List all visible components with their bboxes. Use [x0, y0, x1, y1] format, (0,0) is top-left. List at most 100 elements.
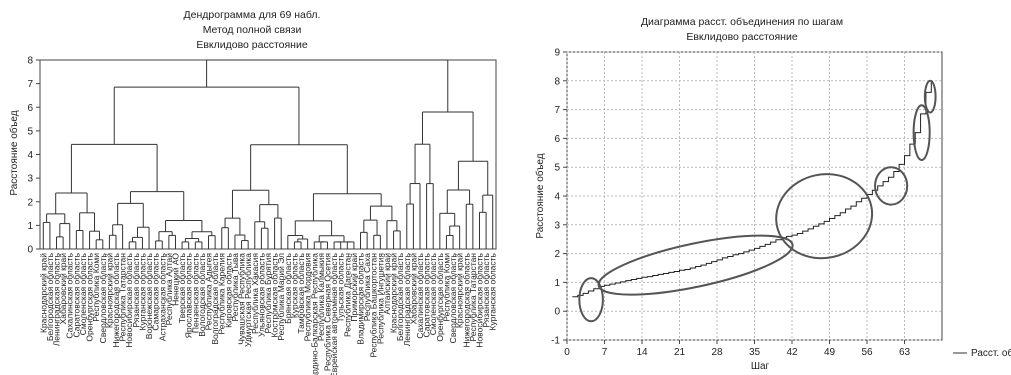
leaf-label: Республика Калмыкия [316, 253, 326, 341]
series-step-line [572, 80, 932, 298]
y-tick-label: 1 [554, 278, 560, 289]
grid [566, 51, 943, 341]
leaf-label: Сахалинская область [65, 252, 75, 338]
y-tick-label: 7 [27, 79, 33, 90]
leaf-label: Рязанская область [131, 252, 141, 327]
leaf-label: Республика Татарстан [118, 253, 128, 342]
y-tick-label: 3 [554, 220, 560, 231]
leaf-label: Тверская область [177, 252, 187, 323]
chart-subtitle-distance: Евклидово расстояние [196, 39, 308, 51]
leaf-label: Еврейская автономная область [329, 252, 339, 375]
y-tick-label: 0 [27, 245, 33, 256]
annotation-ellipses [578, 79, 937, 323]
leaf-label: Ленинградская область [402, 252, 412, 346]
leaf-label: Вологодская область [197, 252, 207, 336]
leaf-label: Республика Северная Осетия [322, 253, 332, 371]
leaf-label: Смоленская область [78, 252, 88, 335]
leaf-label: Оренбургская область [85, 252, 95, 341]
y-tick-label: 7 [554, 105, 560, 116]
y-axis-label: Расстояние объед [534, 153, 546, 238]
plot-area [39, 59, 497, 250]
leaf-label: Астраханская область [157, 252, 167, 341]
leaf-label: Свердловская область [98, 252, 108, 343]
step-chart: Диаграмма расст. объединения по шагам Ев… [534, 16, 1011, 372]
leaf-label: Саратовская область [71, 252, 81, 337]
y-tick-label: 3 [27, 174, 33, 185]
leaf-label: Новосибирская область [124, 252, 134, 347]
leaf-label: Кабардино-Балкарская Республика [309, 253, 319, 375]
leaf-label: Самарская область [151, 252, 161, 330]
legend: Расст. объедин [953, 347, 1011, 359]
leaf-label: Республика Ингушетия [375, 253, 385, 344]
leaf-label: Владимирская область [356, 252, 366, 344]
leaf-label: Республика Марий Эл [276, 253, 286, 341]
leaf-label: Ульяновская область [256, 252, 266, 337]
leaf-label: Краснодарский край [38, 253, 48, 333]
annotation-ellipse [597, 234, 794, 296]
x-tick-label: 63 [899, 347, 911, 358]
chart-title: Диаграмма расст. объединения по шагам [641, 16, 843, 28]
leaf-label: Новосибирская область [474, 252, 484, 347]
x-tick-label: 7 [602, 347, 608, 358]
leaf-label: Белгородская область [395, 252, 405, 341]
x-tick-label: 56 [861, 347, 873, 358]
leaf-label: Республика Коми [441, 253, 451, 322]
leaf-label: Приморский край [349, 253, 359, 322]
leaf-label: Нижегородская область [461, 252, 471, 347]
y-tick-label: 2 [554, 249, 560, 260]
y-tick-label: 5 [554, 163, 560, 174]
leaf-label: Сахалинская область [415, 252, 425, 338]
leaf-label: Оренбургская область [435, 252, 445, 341]
leaf-label: Республика Саха [362, 253, 372, 322]
leaf-label: Воронежская область [144, 252, 154, 339]
annotation-ellipse [874, 166, 909, 206]
leaf-label: Республика Тыва [230, 253, 240, 322]
leaf-label: Республика Бурятия [263, 253, 273, 334]
leaf-label: Удмуртская Республика [243, 253, 253, 347]
y-tick-label: -1 [551, 336, 560, 347]
y-tick-label: 8 [27, 56, 33, 67]
y-tick-label: 6 [27, 103, 33, 114]
dendrogram-tree [42, 59, 494, 249]
leaf-label: Республика Дагестан [342, 253, 352, 337]
leaf-label: Саратовская область [422, 252, 432, 337]
y-axis-label: Расстояние объед [8, 110, 20, 195]
leaf-label: Нижегородская область [111, 252, 121, 347]
leaf-label: Хабаровский край [408, 253, 418, 325]
leaf-label: Волгоградская область [210, 252, 220, 344]
leaf-label: Красноярский край [104, 253, 114, 328]
y-tick-label: 5 [27, 126, 33, 137]
annotation-ellipse [912, 104, 931, 161]
x-tick-label: 35 [749, 347, 761, 358]
annotation-ellipse [923, 79, 937, 114]
leaf-label: Белгородская область [45, 252, 55, 341]
annotation-ellipse [775, 173, 874, 260]
dendrogram-panel: Дендрограмма для 69 набл. Метод полной с… [0, 0, 500, 375]
leaf-label: Свердловская область [448, 252, 458, 343]
legend-label: Расст. объедин [971, 347, 1011, 359]
x-tick-label: 14 [636, 347, 648, 358]
leaf-label: Краснодарский край [389, 253, 399, 333]
y-tick-label: 9 [554, 48, 560, 59]
leaf-label: Тамбовская область [296, 252, 306, 333]
leaf-label: Алтайский край [382, 253, 392, 315]
chart-subtitle-method: Метод полной связи [203, 24, 302, 36]
leaf-label: Рязанская область [481, 252, 491, 327]
y-ticks: 0 1 2 3 4 5 6 7 8 [27, 56, 40, 256]
leaf-label: Кировская область [223, 252, 233, 327]
leaf-label: Хабаровский край [58, 253, 68, 325]
y-tick-label: 0 [554, 307, 560, 318]
plot-frame [39, 59, 497, 250]
annotation-ellipse [578, 277, 604, 323]
leaf-label: Республика Адыгея [204, 253, 214, 331]
x-tick-label: 42 [786, 347, 798, 358]
leaf-label: Смоленская область [428, 252, 438, 335]
leaf-label: Чувашская Республика [237, 253, 247, 345]
step-plot-panel: Диаграмма расст. объединения по шагам Ев… [510, 0, 1011, 375]
y-tick-label: 1 [27, 221, 33, 232]
y-tick-label: 8 [554, 76, 560, 87]
leaf-label: Республика Коми [91, 253, 101, 322]
leaf-label: Республика Башкортостан [369, 253, 379, 358]
x-tick-label: 28 [711, 347, 723, 358]
